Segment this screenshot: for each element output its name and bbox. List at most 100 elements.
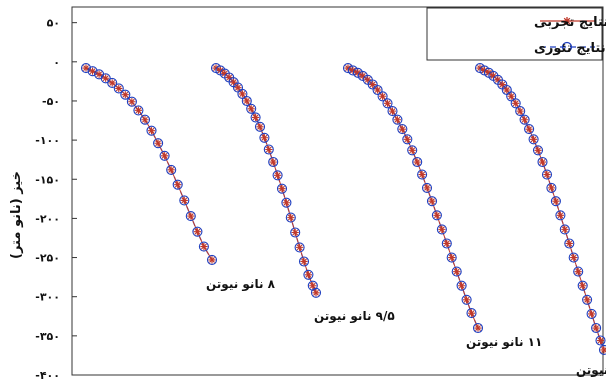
theory-point (568, 252, 579, 263)
experimental-point (453, 268, 461, 276)
experimental-point (547, 184, 556, 192)
experimental-point (359, 72, 367, 80)
experimental-point (221, 69, 229, 78)
experimental-point (208, 256, 216, 264)
theory-point (466, 308, 477, 319)
theory-point (192, 226, 203, 237)
experimental-point (512, 99, 520, 107)
experimental-point (187, 212, 195, 220)
theory-point (159, 150, 170, 161)
curve-group: ۹/۵ نانو نیوتن (210, 63, 395, 324)
experimental-point (278, 185, 286, 193)
theory-point (254, 121, 266, 132)
experimental-point (309, 282, 317, 290)
curve-group: ۸ نانو نیوتن (80, 63, 276, 292)
experimental-point (507, 92, 515, 100)
experimental-point (344, 64, 352, 72)
theory-point (528, 134, 539, 145)
y-tick-label: -۴۰۰ (35, 369, 60, 382)
experimental-point (154, 139, 162, 147)
experimental-point (570, 253, 578, 262)
experimental-point (503, 86, 511, 94)
theory-point (421, 182, 433, 193)
experimental-point (561, 225, 569, 233)
theory-point (133, 105, 144, 116)
experimental-point (121, 91, 129, 99)
experimental-point (88, 67, 97, 75)
experimental-point (574, 268, 582, 276)
theory-point (426, 196, 438, 207)
experimental-point (498, 80, 506, 89)
theory-point (120, 89, 131, 100)
theory-point (290, 227, 301, 238)
experimental-point (556, 211, 564, 219)
experimental-point (600, 346, 606, 354)
experimental-point (428, 197, 436, 205)
experimental-point (147, 127, 156, 135)
experimental-point (349, 66, 357, 75)
experimental-point (282, 199, 290, 207)
theory-point (294, 242, 305, 253)
legend-entry-experimental: نتایج تجربی (534, 15, 606, 30)
experimental-point (489, 72, 497, 80)
experimental-point (565, 239, 573, 248)
experimental-point (167, 166, 175, 174)
curve-force-label: ۹/۵ نانو نیوتن (314, 309, 395, 324)
theory-point (417, 169, 428, 180)
theory-point (146, 125, 157, 136)
experimental-point (374, 86, 382, 94)
theory-point (166, 164, 177, 175)
y-tick-label: -۲۵۰ (35, 252, 60, 265)
theory-point (392, 114, 403, 125)
star-marker-icon (563, 17, 571, 25)
theory-point (506, 91, 517, 102)
experimental-point (296, 243, 304, 251)
experimental-point (260, 134, 268, 142)
theory-point (281, 197, 292, 208)
experimental-point (458, 282, 466, 290)
curve-force-label: ۱۲/۵ نانو نیوتن (576, 363, 606, 378)
experimental-point (403, 135, 411, 143)
theory-point (397, 124, 408, 135)
experimental-point (467, 309, 476, 317)
theory-point (591, 322, 602, 334)
experimental-point (443, 239, 451, 248)
experimental-point (433, 211, 441, 219)
experimental-series-line (479, 67, 605, 351)
theory-series-line (479, 67, 605, 351)
experimental-point (128, 98, 136, 106)
experimental-point (225, 73, 233, 82)
experimental-point (230, 78, 238, 86)
theory-point (541, 169, 553, 180)
theory-point (372, 84, 383, 96)
theory-point (259, 132, 270, 143)
curve-group: ۱۱ نانو نیوتن (342, 63, 542, 350)
experimental-point (521, 116, 529, 124)
theory-point (153, 138, 164, 149)
experimental-point (423, 184, 431, 192)
theory-point (310, 287, 322, 298)
experimental-point (494, 76, 502, 84)
theory-point (276, 183, 288, 194)
theory-point (446, 252, 457, 263)
theory-point (577, 280, 588, 291)
theory-point (250, 112, 261, 123)
y-axis-label: خیز (نانو متر) (9, 171, 24, 259)
experimental-point (312, 289, 320, 297)
experimental-point (474, 324, 482, 332)
theory-point (456, 280, 467, 291)
theory-point (515, 106, 526, 117)
theory-point (546, 182, 557, 193)
experimental-point (418, 170, 426, 179)
experimental-point (383, 99, 392, 107)
legend-label-experimental: نتایج تجربی (534, 15, 606, 30)
theory-point (268, 156, 279, 168)
theory-point (559, 224, 570, 235)
theory-point (586, 308, 597, 319)
theory-point (461, 294, 472, 305)
circle-marker-icon (561, 41, 573, 53)
theory-point (382, 98, 393, 109)
experimental-point (579, 282, 587, 290)
